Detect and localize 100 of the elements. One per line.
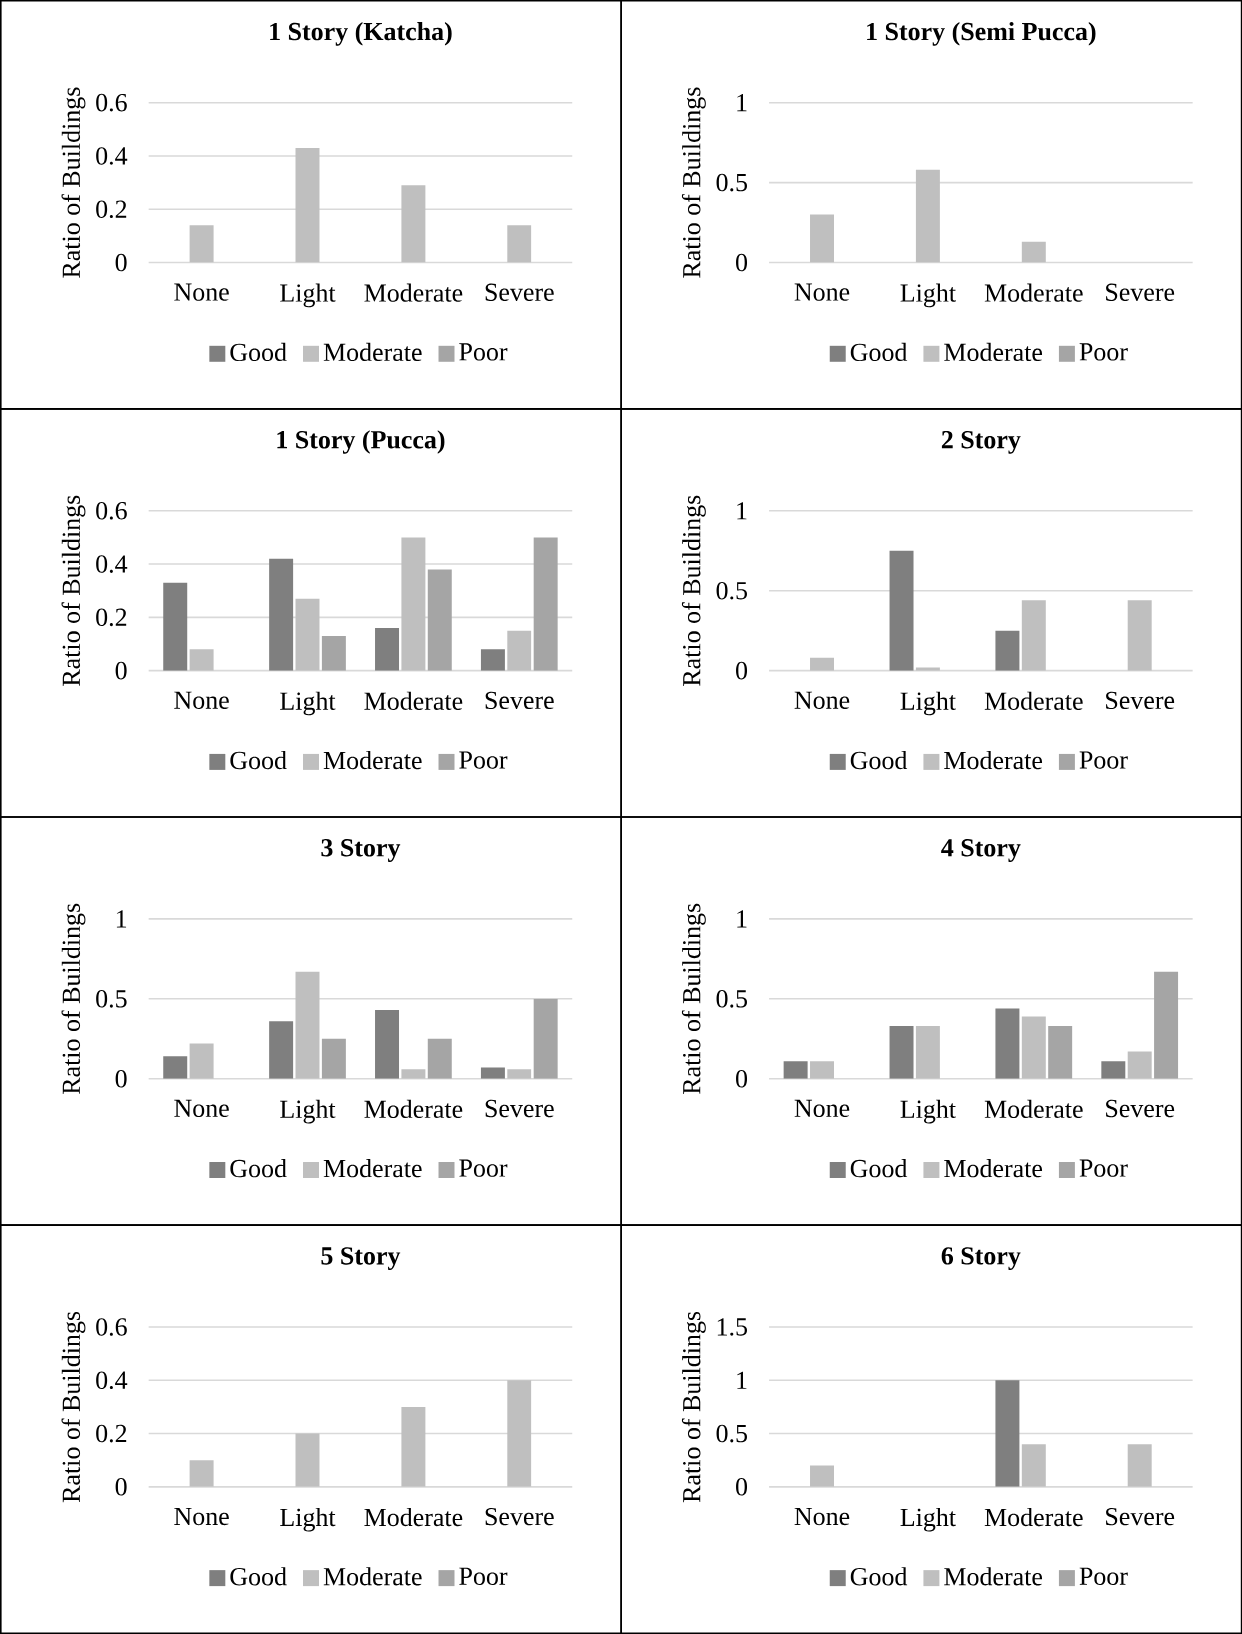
x-tick-label: Light [279, 283, 336, 308]
legend-label: Moderate [943, 342, 1042, 362]
bar [1127, 1444, 1152, 1487]
y-tick-label: 0 [735, 253, 747, 272]
legend-label: Good [850, 1567, 907, 1586]
legend-label: Poor [459, 1567, 508, 1585]
x-tick-label: None [174, 1099, 229, 1118]
x-tick-label: None [174, 691, 229, 709]
legend-label: Good [230, 1567, 287, 1586]
x-tick-label: Light [900, 1099, 956, 1124]
bar [427, 569, 452, 671]
x-tick-label: Light [279, 691, 336, 716]
y-tick-label: 0.6 [95, 93, 127, 112]
y-tick-label: 1 [116, 910, 126, 928]
bar [189, 649, 214, 671]
bar [889, 550, 914, 671]
bar [1127, 1051, 1152, 1079]
x-tick-label: None [174, 283, 229, 301]
bar [189, 225, 214, 263]
y-tick-label: 0.5 [716, 1424, 747, 1443]
chart-title: 6 Story [941, 1247, 1021, 1270]
legend-label: Moderate [943, 1567, 1042, 1586]
y-tick-label: 0 [735, 1478, 747, 1496]
y-tick-label: 0.4 [95, 147, 128, 165]
x-tick-label: Severe [485, 1507, 554, 1526]
y-tick-label: 1 [737, 502, 747, 520]
chart-title: 1 Story (Pucca) [277, 430, 445, 454]
legend-label: Poor [1079, 343, 1128, 361]
y-axis-title: Ratio of Buildings [61, 495, 86, 686]
bar [507, 225, 532, 263]
bar [889, 1025, 914, 1079]
bar [321, 1038, 346, 1079]
legend-label: Poor [459, 751, 508, 769]
y-axis-title: Ratio of Buildings [61, 1311, 86, 1503]
bar [268, 558, 293, 671]
y-tick-label: 0.2 [95, 608, 126, 627]
bar [809, 1465, 834, 1487]
chart-title: 3 Story [321, 839, 401, 862]
y-tick-label: 0.2 [95, 1424, 126, 1443]
y-tick-label: 0.4 [95, 1371, 128, 1390]
y-axis-title: Ratio of Buildings [681, 495, 706, 686]
bar [533, 537, 558, 671]
bar [1021, 241, 1046, 263]
x-tick-label: None [794, 283, 850, 301]
chart-title: 4 Story [940, 839, 1021, 862]
bar [995, 1380, 1020, 1487]
x-tick-label: None [794, 691, 850, 709]
legend-label: Moderate [323, 342, 422, 362]
legend-label: Good [230, 342, 287, 362]
x-tick-label: Moderate [364, 1507, 463, 1527]
bar [401, 185, 426, 263]
y-tick-label: 0.5 [716, 581, 747, 600]
y-tick-label: 0.6 [95, 501, 127, 520]
bar [1048, 1025, 1072, 1079]
bar [480, 1067, 505, 1079]
x-tick-label: None [174, 1507, 229, 1526]
y-tick-label: 0.5 [716, 990, 747, 1008]
chart-title: 2 Story [941, 430, 1021, 454]
x-tick-label: Severe [1105, 1507, 1174, 1526]
y-tick-label: 0 [115, 661, 127, 680]
y-tick-label: 0 [735, 1069, 747, 1088]
y-tick-label: 0.5 [716, 173, 747, 192]
bar [295, 971, 320, 1079]
x-tick-label: Severe [485, 691, 554, 710]
bar [295, 1433, 320, 1487]
x-tick-label: Moderate [364, 1099, 463, 1119]
bar [995, 1008, 1020, 1079]
x-tick-label: None [794, 1507, 850, 1526]
bar [374, 1010, 399, 1079]
y-tick-label: 1 [737, 1371, 747, 1389]
bar [507, 1380, 532, 1487]
bar [189, 1460, 214, 1487]
bar [189, 1043, 214, 1079]
legend-label: Good [850, 750, 907, 770]
x-tick-label: Moderate [984, 1099, 1083, 1119]
bar [915, 1025, 940, 1079]
chart-title: 5 Story [321, 1247, 401, 1270]
x-tick-label: Light [900, 691, 956, 716]
bar [163, 1056, 188, 1079]
y-tick-label: 0 [115, 253, 127, 272]
bar [295, 598, 320, 671]
y-tick-label: 0.4 [95, 555, 128, 573]
legend-label: Poor [459, 1159, 508, 1177]
y-axis-title: Ratio of Buildings [681, 1311, 706, 1503]
legend-label: Good [850, 1159, 907, 1178]
x-tick-label: Severe [1105, 1099, 1174, 1118]
legend-label: Good [850, 342, 907, 362]
bar [480, 649, 505, 671]
x-tick-label: Severe [485, 283, 554, 302]
bar [809, 214, 834, 263]
bar [1127, 600, 1152, 671]
chart-title: 1 Story (Semi Pucca) [866, 22, 1096, 46]
bar [1021, 1016, 1046, 1079]
x-tick-label: Severe [485, 1099, 554, 1118]
bar [995, 630, 1020, 671]
x-tick-label: Moderate [984, 1507, 1083, 1527]
bar [507, 1069, 532, 1079]
bar [809, 1061, 834, 1079]
x-tick-label: Severe [1105, 283, 1174, 302]
bar [783, 1061, 808, 1079]
